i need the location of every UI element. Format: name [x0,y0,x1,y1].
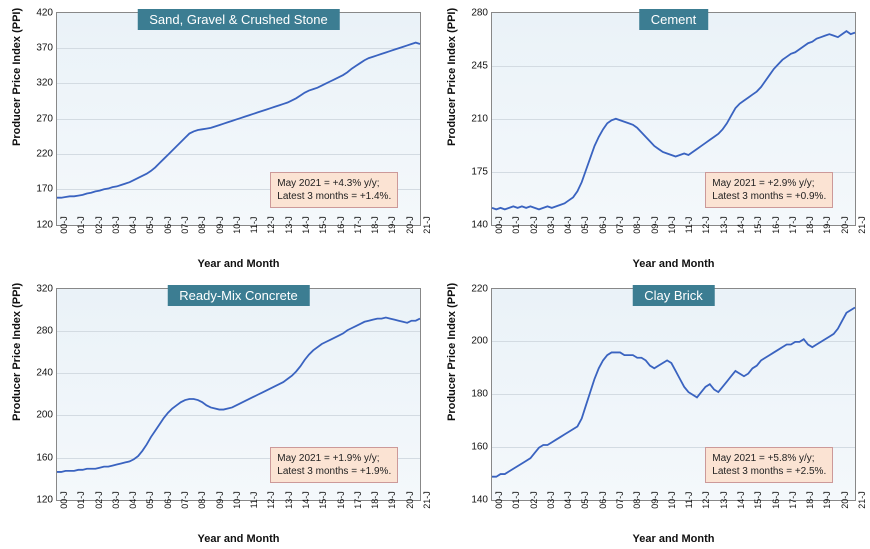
note-line-1: May 2021 = +4.3% y/y; [277,177,391,190]
y-tick: 160 [471,442,492,453]
note-line-2: Latest 3 months = +2.5%. [712,465,826,478]
plot-area: Sand, Gravel & Crushed Stone120170220270… [56,12,421,226]
x-tick: 21-J [855,491,867,509]
y-axis-label: Producer Price Index (PPI) [446,128,458,146]
x-axis-label: Year and Month [491,258,856,270]
y-axis-label: Producer Price Index (PPI) [446,403,458,421]
panel-title: Cement [639,9,709,30]
panel-cement: Producer Price Index (PPI) Year and Month… [443,4,862,270]
note-line-2: Latest 3 months = +1.4%. [277,190,391,203]
y-tick: 160 [36,452,57,463]
x-axis-label: Year and Month [56,533,421,545]
plot-area: Clay Brick14016018020022000-J01-J02-J03-… [491,288,856,502]
plot-area: Ready-Mix Concrete12016020024028032000-J… [56,288,421,502]
plot-area: Cement14017521024528000-J01-J02-J03-J04-… [491,12,856,226]
y-tick: 420 [36,8,57,19]
note-line-1: May 2021 = +5.8% y/y; [712,452,826,465]
note-line-1: May 2021 = +1.9% y/y; [277,452,391,465]
annotation-note: May 2021 = +1.9% y/y;Latest 3 months = +… [270,447,398,483]
annotation-note: May 2021 = +5.8% y/y;Latest 3 months = +… [705,447,833,483]
note-line-1: May 2021 = +2.9% y/y; [712,177,826,190]
y-tick: 140 [471,219,492,230]
y-tick: 170 [36,184,57,195]
chart-grid: Producer Price Index (PPI) Year and Month… [0,0,870,549]
y-tick: 220 [471,283,492,294]
y-tick: 140 [471,495,492,506]
panel-claybrick: Producer Price Index (PPI) Year and Month… [443,280,862,546]
panel-title: Clay Brick [632,285,715,306]
y-tick: 240 [36,368,57,379]
y-tick: 210 [471,113,492,124]
annotation-note: May 2021 = +4.3% y/y;Latest 3 months = +… [270,172,398,208]
x-tick: 21-J [420,491,432,509]
y-tick: 370 [36,43,57,54]
x-tick: 21-J [855,216,867,234]
y-tick: 220 [36,148,57,159]
y-axis-label: Producer Price Index (PPI) [11,128,23,146]
x-tick: 21-J [420,216,432,234]
y-tick: 120 [36,219,57,230]
x-axis-label: Year and Month [56,258,421,270]
y-tick: 120 [36,495,57,506]
y-axis-label: Producer Price Index (PPI) [11,403,23,421]
x-axis-label: Year and Month [491,533,856,545]
annotation-note: May 2021 = +2.9% y/y;Latest 3 months = +… [705,172,833,208]
y-tick: 280 [471,8,492,19]
y-tick: 180 [471,389,492,400]
y-tick: 175 [471,166,492,177]
note-line-2: Latest 3 months = +0.9%. [712,190,826,203]
y-tick: 200 [471,336,492,347]
note-line-2: Latest 3 months = +1.9%. [277,465,391,478]
y-tick: 320 [36,78,57,89]
y-tick: 280 [36,325,57,336]
y-tick: 245 [471,60,492,71]
panel-title: Ready-Mix Concrete [167,285,310,306]
y-tick: 270 [36,113,57,124]
panel-title: Sand, Gravel & Crushed Stone [137,9,340,30]
y-tick: 320 [36,283,57,294]
panel-readymix: Producer Price Index (PPI) Year and Month… [8,280,427,546]
panel-sand: Producer Price Index (PPI) Year and Month… [8,4,427,270]
y-tick: 200 [36,410,57,421]
